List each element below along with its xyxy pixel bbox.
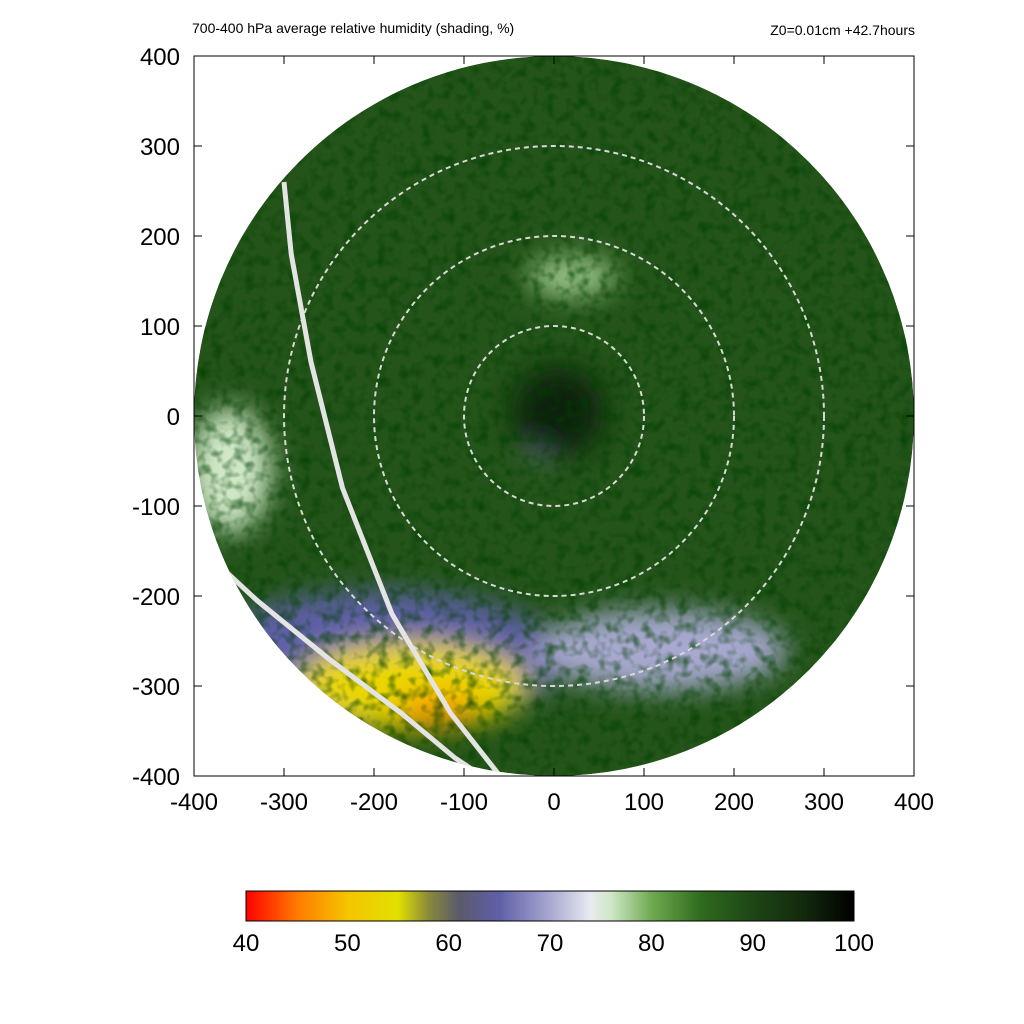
- colorbar: 40 50 60 70 80 90 100: [233, 890, 874, 957]
- x-tick-label: 300: [804, 789, 844, 816]
- colorbar-tick-label: 50: [334, 930, 361, 957]
- y-tick-label: -300: [132, 674, 180, 701]
- colorbar-tick-label: 100: [834, 930, 874, 957]
- y-tick-label: 400: [140, 44, 180, 71]
- chart-title: 700-400 hPa average relative humidity (s…: [192, 20, 515, 36]
- x-tick-label: 0: [547, 789, 560, 816]
- x-tick-label: 100: [624, 789, 664, 816]
- y-tick-label: -400: [132, 764, 180, 791]
- x-tick-label: -200: [350, 789, 398, 816]
- y-tick-label: 0: [167, 404, 180, 431]
- humidity-field: [194, 56, 914, 776]
- track-1: [281, 181, 502, 776]
- colorbar-border: [245, 890, 855, 922]
- x-tick-label: -400: [170, 789, 218, 816]
- x-tick-label: 200: [714, 789, 754, 816]
- storm-tracks: [194, 181, 502, 776]
- colorbar-tick-label: 90: [739, 930, 766, 957]
- colorbar-tick-label: 40: [233, 930, 260, 957]
- x-tick-label: -100: [440, 789, 488, 816]
- run-label: Z0=0.01cm +42.7hours: [770, 22, 915, 38]
- track-2: [194, 540, 484, 776]
- x-tick-label: 400: [894, 789, 934, 816]
- range-ring-200: [373, 235, 735, 597]
- range-rings: [283, 145, 825, 687]
- range-ring-100: [463, 325, 645, 507]
- x-tick-label: -300: [260, 789, 308, 816]
- colorbar-tick-label: 60: [435, 930, 462, 957]
- field-texture: [194, 56, 914, 776]
- y-tick-label: 200: [140, 224, 180, 251]
- range-ring-300: [283, 145, 825, 687]
- y-tick-label: 100: [140, 314, 180, 341]
- y-tick-label: 300: [140, 134, 180, 161]
- y-tick-label: -200: [132, 584, 180, 611]
- colorbar-gradient: [246, 891, 854, 921]
- colorbar-tick-label: 80: [638, 930, 665, 957]
- axes: -400 -300 -200 -100 0 100 200 300 400 400 300 200 10…: [132, 44, 934, 816]
- colorbar-tick-label: 70: [537, 930, 564, 957]
- y-tick-label: -100: [132, 494, 180, 521]
